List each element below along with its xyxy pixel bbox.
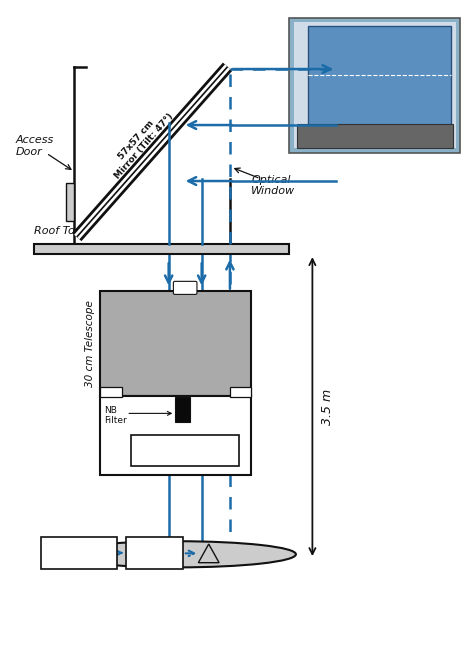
Text: 30 cm Telescope: 30 cm Telescope <box>85 300 95 386</box>
Text: PMT: PMT <box>173 445 197 455</box>
FancyBboxPatch shape <box>41 537 117 569</box>
Text: 349nm: 349nm <box>62 554 96 564</box>
Text: EXP: EXP <box>144 548 165 558</box>
Polygon shape <box>198 544 219 563</box>
Text: Optical
Window: Optical Window <box>251 175 295 197</box>
FancyBboxPatch shape <box>100 387 121 397</box>
FancyBboxPatch shape <box>173 281 197 295</box>
Text: Access
Door: Access Door <box>16 135 54 157</box>
FancyBboxPatch shape <box>175 397 191 422</box>
FancyBboxPatch shape <box>126 537 183 569</box>
FancyBboxPatch shape <box>100 396 251 475</box>
Text: Nd-YLF: Nd-YLF <box>63 544 96 554</box>
FancyBboxPatch shape <box>66 184 74 220</box>
Ellipse shape <box>60 541 296 567</box>
FancyBboxPatch shape <box>230 387 251 397</box>
FancyBboxPatch shape <box>35 244 289 255</box>
FancyBboxPatch shape <box>297 124 453 148</box>
FancyBboxPatch shape <box>289 18 460 153</box>
Text: Roof Top: Roof Top <box>35 226 82 236</box>
FancyBboxPatch shape <box>308 26 451 125</box>
Text: 3.5 m: 3.5 m <box>321 388 334 424</box>
FancyBboxPatch shape <box>293 22 456 148</box>
Text: 57x57 cm
Mirror (Tilt: 47°): 57x57 cm Mirror (Tilt: 47°) <box>105 105 175 181</box>
Text: NB
Filter: NB Filter <box>104 406 127 425</box>
FancyBboxPatch shape <box>131 436 239 466</box>
FancyBboxPatch shape <box>100 291 251 396</box>
